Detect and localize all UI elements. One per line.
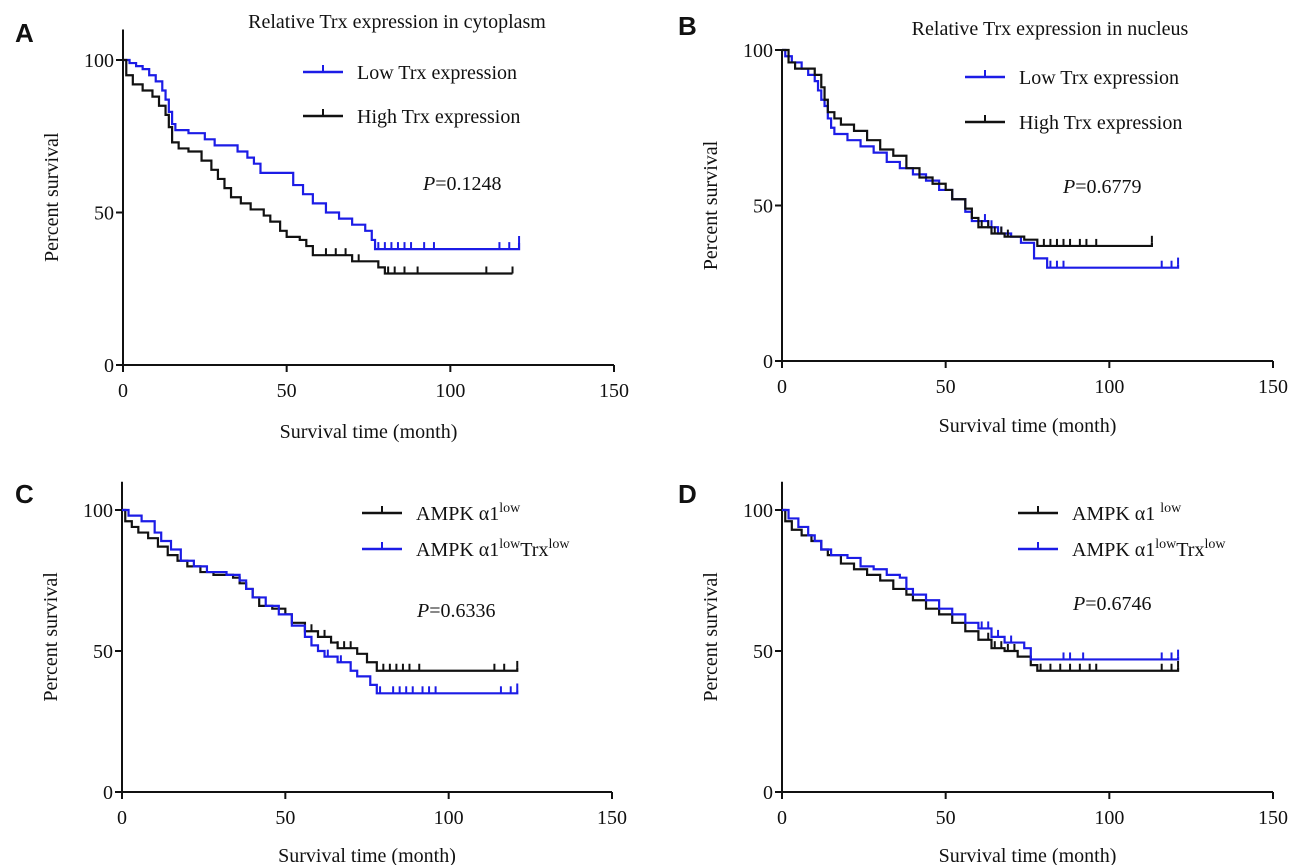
legend-entry: High Trx expression [357,106,520,128]
x-tick-label: 50 [277,380,297,402]
x-tick-label: 100 [1094,807,1124,829]
legend-entry: High Trx expression [1019,112,1182,134]
x-tick-label: 100 [435,380,465,402]
legend-superscript: low [499,537,521,552]
km-curve-1 [122,508,519,672]
legend-name: High Trx expression [1019,112,1182,134]
x-axis-label: Survival time (month) [280,421,458,443]
x-tick-label: 50 [936,376,956,398]
legend-name: AMPK α1 [1072,503,1160,525]
x-axis-label: Survival time (month) [278,845,456,865]
km-curve-2 [123,58,513,275]
p-value-number: =0.6746 [1085,593,1151,615]
legend-name-tail: Trx [520,539,548,561]
legend-name: AMPK α1 [1072,539,1155,561]
km-curve-1 [123,58,521,251]
x-tick-label: 50 [275,807,295,829]
panel-c: C 0 50 100 0 50 100 150 Survival time (month) Per… [15,479,627,865]
y-tick-label: 0 [103,782,113,804]
legend-name-tail: Trx [1176,539,1204,561]
p-value-number: =0.6779 [1075,176,1141,198]
y-tick-label: 0 [104,355,114,377]
legend-name: AMPK α1 [416,503,499,525]
km-curve-2 [782,508,1180,661]
y-tick-label: 50 [753,641,773,663]
legend-entry: Low Trx expression [357,62,517,84]
p-value-label: P [1062,176,1075,198]
x-tick-label: 100 [1094,376,1124,398]
panel-label: D [678,479,697,509]
panel-a: A Relative Trx expression in cytoplasm 0 50… [15,11,629,443]
legend-entry: AMPK α1 low [1072,501,1182,525]
legend-entry: Low Trx expression [1019,67,1179,89]
legend-name: Low Trx expression [1019,67,1179,89]
panel-b: B Relative Trx expression in nucleus 0 50 10… [678,11,1288,437]
km-curve-1 [782,508,1180,672]
y-axis-label: Percent survival [40,572,62,702]
km-curve-2 [782,48,1153,248]
p-value-label: P [416,600,429,622]
y-tick-label: 50 [94,203,114,225]
legend-name: Low Trx expression [357,62,517,84]
y-tick-label: 100 [743,500,773,522]
x-tick-label: 150 [1258,376,1288,398]
legend-entry: AMPK α1low [416,501,521,525]
legend-entry: AMPK α1lowTrxlow [1072,537,1226,561]
y-tick-label: 0 [763,782,773,804]
x-tick-label: 150 [597,807,627,829]
panel-label: C [15,479,34,509]
chart-title: Relative Trx expression in nucleus [912,18,1189,40]
p-value: P=0.6779 [1062,176,1142,198]
legend-superscript: low [1160,501,1182,516]
x-tick-label: 50 [936,807,956,829]
legend-entry: AMPK α1lowTrxlow [416,537,570,561]
x-tick-label: 150 [599,380,629,402]
y-tick-label: 100 [84,50,114,72]
x-tick-label: 150 [1258,807,1288,829]
x-axis-label: Survival time (month) [939,845,1117,865]
y-axis-label: Percent survival [700,572,722,702]
legend-superscript: low [1204,537,1226,552]
y-tick-label: 0 [763,351,773,373]
panel-d: D 0 50 100 0 50 100 150 Survival time (month) Per… [678,479,1288,865]
y-tick-label: 50 [93,641,113,663]
panel-label: A [15,18,34,48]
km-curve-2 [122,508,519,695]
p-value: P=0.6746 [1072,593,1152,615]
p-value-label: P [1072,593,1085,615]
y-tick-label: 100 [83,500,113,522]
x-tick-label: 0 [117,807,127,829]
x-tick-label: 0 [777,376,787,398]
x-axis-label: Survival time (month) [939,415,1117,437]
p-value-number: =0.1248 [435,173,501,195]
legend-superscript: low [1155,537,1177,552]
legend-superscript: low [548,537,570,552]
x-tick-label: 0 [777,807,787,829]
chart-title: Relative Trx expression in cytoplasm [248,11,546,33]
legend-superscript: low [499,501,521,516]
p-value: P=0.1248 [422,173,502,195]
p-value-number: =0.6336 [429,600,495,622]
x-tick-label: 100 [434,807,464,829]
y-axis-label: Percent survival [700,140,722,270]
x-tick-label: 0 [118,380,128,402]
p-value: P=0.6336 [416,600,496,622]
y-tick-label: 50 [753,196,773,218]
panel-label: B [678,11,697,41]
y-axis-label: Percent survival [41,132,63,262]
p-value-label: P [422,173,435,195]
legend-name: AMPK α1 [416,539,499,561]
y-tick-label: 100 [743,40,773,62]
legend-name: High Trx expression [357,106,520,128]
